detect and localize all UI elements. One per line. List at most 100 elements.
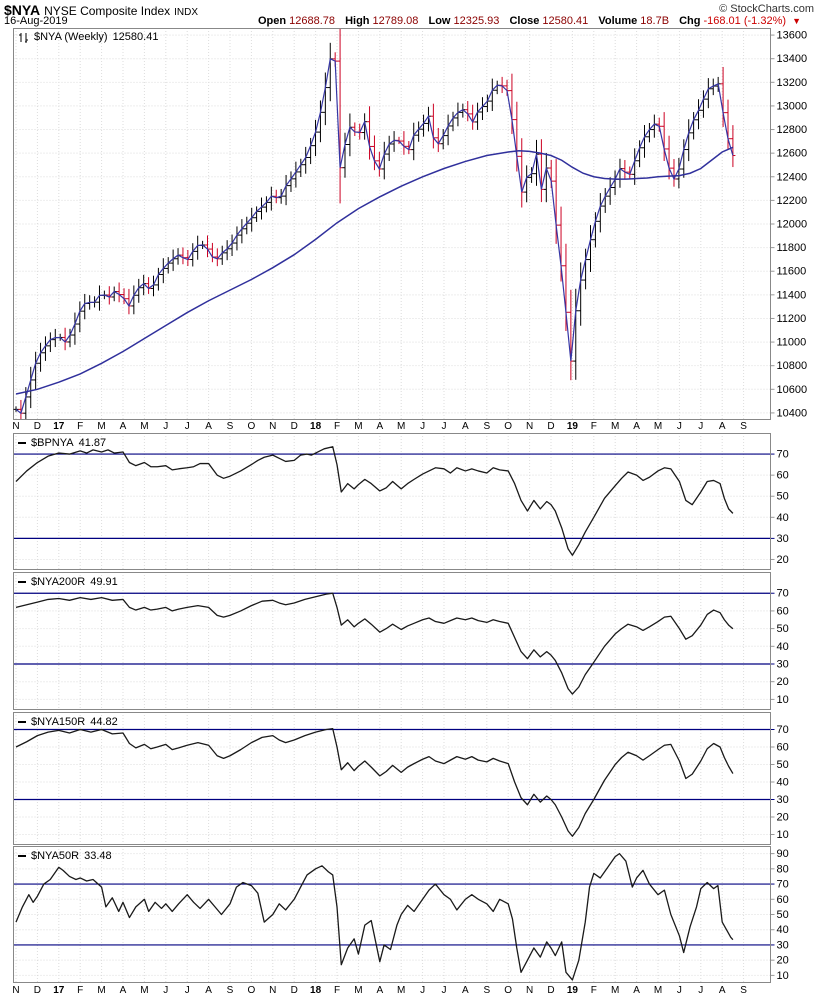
low-label: Low — [428, 15, 451, 27]
x-axis-months-bottom: N D 17 F M A M J J A S O N D 18 F M A M J J A S O N D 19 F M A M J J A S — [0, 984, 820, 998]
month-label: J — [163, 985, 169, 996]
svg-text:40: 40 — [777, 512, 789, 524]
svg-text:12800: 12800 — [777, 124, 808, 136]
month-label: N — [12, 985, 20, 996]
svg-text:30: 30 — [777, 794, 789, 806]
nya50r-value: 33.48 — [84, 850, 112, 862]
month-label: A — [119, 421, 127, 432]
month-label: N — [12, 421, 20, 432]
svg-text:10: 10 — [777, 970, 789, 982]
open-label: Open — [258, 15, 287, 27]
svg-text:10800: 10800 — [777, 360, 808, 372]
month-label: A — [718, 985, 726, 996]
stockcharts-credit-link[interactable]: © StockCharts.com — [719, 3, 814, 15]
svg-text:13000: 13000 — [777, 100, 808, 112]
svg-text:30: 30 — [777, 939, 789, 951]
month-label: A — [462, 421, 469, 432]
month-label: M — [397, 985, 406, 996]
nya200r-legend: $NYA200R 49.91 — [18, 576, 118, 588]
line-swatch-icon — [18, 581, 26, 583]
month-label: 17 — [53, 421, 65, 432]
change-value: -168.01 (-1.32%) — [703, 15, 787, 27]
close-value: 12580.41 — [542, 15, 589, 27]
nya150r-value: 44.82 — [90, 716, 118, 728]
svg-text:50: 50 — [777, 623, 789, 635]
month-label: A — [376, 985, 384, 996]
high-label: High — [345, 15, 370, 27]
svg-text:30: 30 — [777, 533, 789, 545]
month-label: M — [354, 421, 363, 432]
month-label: M — [611, 421, 620, 432]
svg-text:13200: 13200 — [777, 77, 808, 89]
change-label: Chg — [679, 15, 701, 27]
month-label: A — [633, 421, 640, 432]
month-label: N — [269, 421, 277, 432]
month-label: F — [77, 985, 84, 996]
symbol-name: NYSE Composite Index — [44, 4, 171, 18]
month-label: F — [590, 421, 597, 432]
svg-text:70: 70 — [777, 879, 789, 891]
month-label: D — [547, 985, 555, 996]
month-label: N — [525, 421, 534, 432]
month-label: M — [140, 985, 149, 996]
month-label: 17 — [53, 985, 65, 996]
month-label: 19 — [566, 985, 578, 996]
month-label: M — [611, 985, 620, 996]
svg-text:50: 50 — [777, 909, 789, 921]
month-label: A — [205, 421, 212, 432]
svg-text:70: 70 — [777, 588, 789, 600]
svg-text:11800: 11800 — [777, 242, 807, 254]
svg-text:80: 80 — [777, 863, 789, 875]
month-label: J — [698, 421, 704, 432]
month-label: S — [226, 985, 234, 996]
svg-text:20: 20 — [777, 676, 789, 688]
month-label: M — [397, 421, 406, 432]
svg-text:60: 60 — [777, 894, 789, 906]
svg-text:11400: 11400 — [777, 289, 807, 301]
line-swatch-icon — [18, 442, 26, 444]
month-label: D — [33, 421, 41, 432]
svg-text:30: 30 — [777, 659, 789, 671]
svg-text:20: 20 — [777, 554, 789, 566]
symbol: $NYA — [4, 2, 41, 18]
volume-label: Volume — [598, 15, 638, 27]
month-label: J — [441, 985, 447, 996]
month-label: M — [653, 421, 663, 432]
main-legend-value: 12580.41 — [112, 31, 159, 43]
nya150r-legend: $NYA150R 44.82 — [18, 716, 118, 728]
svg-text:10400: 10400 — [777, 407, 808, 419]
nya150r-label: $NYA150R — [31, 716, 86, 728]
nya200r-value: 49.91 — [90, 576, 118, 588]
svg-text:10: 10 — [777, 694, 789, 706]
svg-text:11000: 11000 — [777, 337, 807, 349]
nya50r-legend: $NYA50R 33.48 — [18, 850, 112, 862]
month-label: D — [547, 421, 555, 432]
main-legend-title: $NYA (Weekly) — [34, 31, 108, 43]
month-label: J — [420, 421, 426, 432]
high-value: 12789.08 — [372, 15, 419, 27]
header-title: $NYA NYSE Composite Index INDX — [4, 2, 198, 20]
month-label: 18 — [310, 985, 322, 996]
month-label: J — [184, 985, 190, 996]
svg-text:13400: 13400 — [777, 53, 808, 65]
month-label: S — [483, 421, 491, 432]
svg-text:70: 70 — [777, 449, 789, 461]
month-label: F — [590, 985, 597, 996]
month-label: F — [333, 421, 341, 432]
month-label: J — [441, 421, 447, 432]
month-label: A — [718, 421, 726, 432]
quote-bar: Open 12688.78 High 12789.08 Low 12325.93 Cl… — [258, 15, 801, 27]
month-label: O — [247, 421, 256, 432]
line-swatch-icon — [18, 721, 26, 723]
svg-text:70: 70 — [777, 724, 789, 736]
month-label: S — [740, 421, 747, 432]
month-label: J — [676, 985, 682, 996]
volume-value: 18.7B — [640, 15, 670, 27]
svg-text:60: 60 — [777, 742, 789, 754]
month-label: S — [226, 421, 234, 432]
month-label: J — [420, 985, 426, 996]
month-label: O — [504, 985, 513, 996]
month-label: N — [269, 985, 277, 996]
svg-text:50: 50 — [777, 759, 789, 771]
